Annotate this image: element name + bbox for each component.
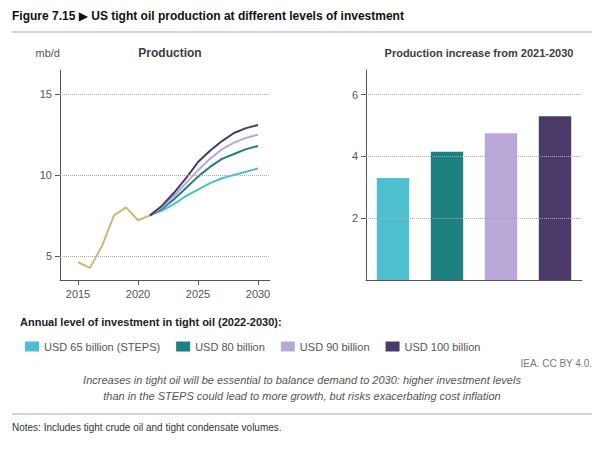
svg-text:2030: 2030	[246, 288, 270, 300]
svg-text:2015: 2015	[66, 288, 90, 300]
svg-text:USD 90 billion: USD 90 billion	[300, 341, 370, 353]
svg-text:Increases in tight oil will be: Increases in tight oil will be essential…	[83, 374, 521, 386]
svg-text:6: 6	[352, 89, 358, 101]
svg-text:2: 2	[352, 212, 358, 224]
svg-text:Production: Production	[138, 46, 201, 60]
svg-text:5: 5	[46, 250, 52, 262]
svg-text:4: 4	[352, 150, 358, 162]
svg-text:USD 65 billion (STEPS): USD 65 billion (STEPS)	[44, 341, 160, 353]
svg-text:IEA. CC BY 4.0.: IEA. CC BY 4.0.	[520, 358, 592, 369]
svg-text:15: 15	[40, 88, 52, 100]
svg-text:than in the STEPS could lead t: than in the STEPS could lead to more gro…	[103, 390, 500, 402]
svg-text:Annual level of investment in: Annual level of investment in tight oil …	[20, 316, 282, 328]
svg-text:2020: 2020	[126, 288, 150, 300]
svg-text:Figure 7.15 ▶ US tight oil pro: Figure 7.15 ▶ US tight oil production at…	[12, 9, 404, 23]
svg-text:USD 100 billion: USD 100 billion	[405, 341, 481, 353]
svg-text:mb/d: mb/d	[36, 47, 60, 59]
svg-text:2025: 2025	[186, 288, 210, 300]
svg-text:Production increase from 2021-: Production increase from 2021-2030	[385, 47, 574, 59]
svg-text:USD 80 billion: USD 80 billion	[195, 341, 265, 353]
svg-text:Notes: Includes tight crude oi: Notes: Includes tight crude oil and tigh…	[12, 422, 282, 433]
svg-text:10: 10	[40, 169, 52, 181]
